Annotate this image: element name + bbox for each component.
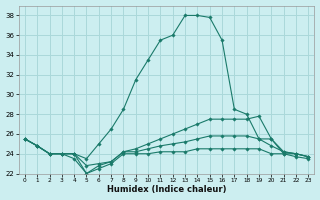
X-axis label: Humidex (Indice chaleur): Humidex (Indice chaleur) [107, 185, 226, 194]
